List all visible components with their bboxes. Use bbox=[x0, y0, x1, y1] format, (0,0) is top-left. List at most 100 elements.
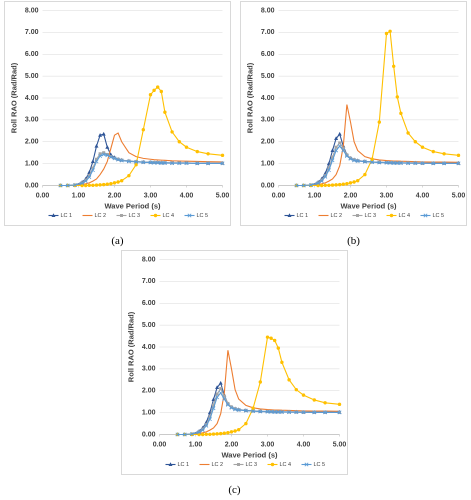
x-tick-label: 3.00 bbox=[144, 192, 158, 199]
marker bbox=[395, 160, 400, 165]
marker bbox=[215, 432, 219, 436]
marker bbox=[105, 153, 110, 158]
marker bbox=[312, 410, 317, 415]
marker bbox=[141, 128, 145, 132]
marker bbox=[211, 432, 216, 436]
marker bbox=[327, 166, 331, 170]
marker bbox=[377, 160, 382, 165]
marker bbox=[323, 183, 327, 187]
marker bbox=[159, 160, 164, 165]
marker bbox=[91, 166, 95, 170]
marker bbox=[226, 431, 230, 435]
marker bbox=[134, 163, 138, 167]
marker bbox=[208, 415, 212, 419]
x-tick-label: 5.00 bbox=[216, 192, 230, 199]
legend-label: LC 2 bbox=[331, 213, 343, 219]
legend-label: LC 3 bbox=[129, 213, 141, 219]
marker bbox=[201, 432, 205, 437]
marker bbox=[218, 380, 223, 385]
marker bbox=[337, 410, 342, 415]
marker bbox=[83, 179, 88, 184]
x-tick-label: 5.00 bbox=[452, 192, 466, 199]
marker bbox=[58, 183, 63, 188]
marker bbox=[233, 407, 237, 411]
marker bbox=[345, 182, 349, 186]
chart-frame bbox=[4, 1, 231, 226]
marker bbox=[90, 159, 95, 163]
marker bbox=[341, 148, 346, 153]
marker bbox=[294, 410, 299, 415]
marker bbox=[330, 148, 335, 152]
marker bbox=[233, 429, 237, 433]
marker bbox=[251, 409, 256, 414]
x-tick-label: 4.00 bbox=[180, 192, 194, 199]
marker bbox=[162, 160, 167, 165]
marker bbox=[323, 174, 328, 179]
marker bbox=[237, 427, 241, 432]
marker bbox=[127, 173, 131, 178]
marker bbox=[319, 179, 324, 184]
marker bbox=[84, 178, 88, 182]
marker bbox=[356, 178, 360, 183]
legend-marker bbox=[270, 462, 275, 467]
marker bbox=[352, 180, 356, 184]
marker bbox=[80, 181, 85, 186]
marker bbox=[101, 152, 106, 157]
marker bbox=[323, 410, 328, 415]
marker bbox=[377, 120, 381, 124]
y-tick-label: 8.00 bbox=[25, 7, 39, 14]
legend-label: LC 5 bbox=[197, 213, 209, 219]
marker bbox=[219, 387, 223, 391]
marker bbox=[229, 430, 234, 434]
marker bbox=[120, 178, 124, 183]
marker bbox=[442, 152, 446, 156]
marker bbox=[152, 88, 156, 93]
y-tick-label: 8.00 bbox=[261, 7, 275, 14]
legend-label: LC 4 bbox=[399, 213, 411, 219]
marker bbox=[175, 432, 180, 437]
marker bbox=[391, 160, 396, 165]
marker bbox=[330, 183, 335, 187]
marker bbox=[94, 143, 99, 148]
marker bbox=[388, 160, 393, 165]
marker bbox=[211, 406, 216, 411]
x-tick-label: 2.00 bbox=[344, 192, 358, 199]
y-tick-label: 1.00 bbox=[261, 160, 275, 167]
marker bbox=[119, 158, 124, 163]
marker bbox=[265, 409, 270, 414]
y-tick-label: 2.00 bbox=[25, 139, 39, 146]
marker bbox=[406, 131, 410, 135]
legend-label: LC 4 bbox=[280, 462, 292, 468]
marker bbox=[222, 431, 226, 435]
marker bbox=[269, 409, 274, 414]
marker bbox=[265, 335, 270, 339]
y-tick-label: 7.00 bbox=[25, 29, 39, 36]
marker bbox=[105, 145, 110, 149]
marker bbox=[105, 152, 109, 156]
marker bbox=[287, 410, 292, 415]
marker bbox=[204, 423, 209, 428]
marker bbox=[287, 378, 291, 382]
marker bbox=[331, 155, 334, 159]
y-tick-label: 0.00 bbox=[261, 182, 275, 189]
y-tick-label: 6.00 bbox=[142, 300, 156, 307]
marker bbox=[226, 401, 230, 405]
marker bbox=[201, 427, 205, 431]
marker bbox=[200, 428, 205, 433]
y-tick-label: 3.00 bbox=[25, 117, 39, 124]
caption: (b) bbox=[347, 235, 360, 247]
legend-label: LC 1 bbox=[178, 462, 190, 468]
y-tick-label: 4.00 bbox=[25, 95, 39, 102]
y-tick-label: 5.00 bbox=[261, 73, 275, 80]
marker bbox=[219, 431, 223, 436]
marker bbox=[244, 421, 248, 426]
marker bbox=[236, 408, 241, 412]
marker bbox=[225, 402, 230, 407]
marker bbox=[294, 387, 298, 392]
x-tick-label: 1.00 bbox=[308, 192, 322, 199]
y-tick-label: 3.00 bbox=[261, 117, 275, 124]
x-tick-label: 2.00 bbox=[225, 441, 239, 448]
marker bbox=[320, 183, 324, 188]
marker bbox=[442, 161, 447, 166]
marker bbox=[334, 148, 339, 153]
